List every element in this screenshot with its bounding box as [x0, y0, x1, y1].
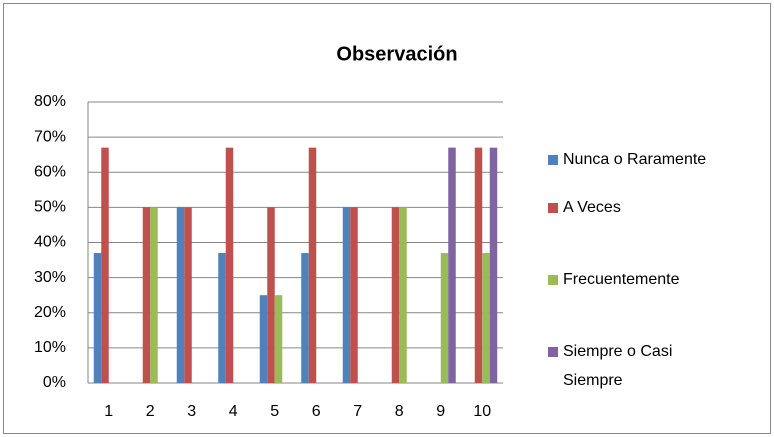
bar: [474, 147, 483, 383]
bar: [448, 147, 456, 383]
y-tick-label: 80%: [34, 93, 66, 110]
x-tick-label: 9: [436, 403, 445, 420]
y-tick-label: 30%: [34, 269, 66, 286]
legend-swatch: [548, 155, 558, 165]
bar: [184, 207, 192, 383]
x-tick-label: 5: [270, 403, 279, 420]
legend-label: A Veces: [563, 199, 621, 216]
y-tick-label: 0%: [43, 374, 66, 391]
legend-label-line: Siempre o Casi: [563, 343, 677, 360]
x-tick-label: 1: [104, 403, 113, 420]
bar: [482, 253, 490, 383]
bar: [225, 147, 234, 383]
bar: [489, 147, 498, 383]
bar: [150, 207, 158, 383]
x-tick-label: 4: [229, 403, 238, 420]
bar: [274, 295, 283, 383]
bar: [101, 147, 109, 383]
chart-title: Observación: [336, 43, 457, 65]
y-tick-label: 40%: [34, 234, 66, 251]
legend-label-line: Siempre: [563, 372, 623, 389]
bar: [218, 253, 226, 383]
bar: [308, 147, 317, 383]
legend-swatch: [548, 203, 558, 213]
bar: [93, 253, 102, 383]
y-tick-label: 60%: [34, 163, 66, 180]
x-tick-label: 10: [473, 403, 491, 420]
y-tick-label: 20%: [34, 304, 66, 321]
x-tick-label: 2: [146, 403, 155, 420]
legend-label: Nunca o Raramente: [563, 151, 706, 168]
bar: [301, 253, 309, 383]
bar: [176, 207, 185, 383]
chart-border: [3, 3, 771, 434]
bar: [259, 295, 268, 383]
x-tick-label: 3: [187, 403, 196, 420]
bar: [342, 207, 351, 383]
legend-label: Frecuentemente: [563, 271, 680, 288]
x-tick-label: 8: [395, 403, 404, 420]
bar: [391, 207, 400, 383]
legend-swatch: [548, 275, 558, 285]
bar: [267, 207, 275, 383]
x-tick-label: 6: [312, 403, 321, 420]
x-tick-label: 7: [353, 403, 362, 420]
bar: [399, 207, 407, 383]
bar: [350, 207, 358, 383]
y-tick-label: 50%: [34, 199, 66, 216]
legend-label: Siempre o Casi Siempre: [563, 343, 677, 389]
y-tick-label: 10%: [34, 339, 66, 356]
bar: [142, 207, 151, 383]
y-tick-label: 70%: [34, 128, 66, 145]
bar: [440, 253, 449, 383]
legend-swatch: [548, 347, 558, 357]
